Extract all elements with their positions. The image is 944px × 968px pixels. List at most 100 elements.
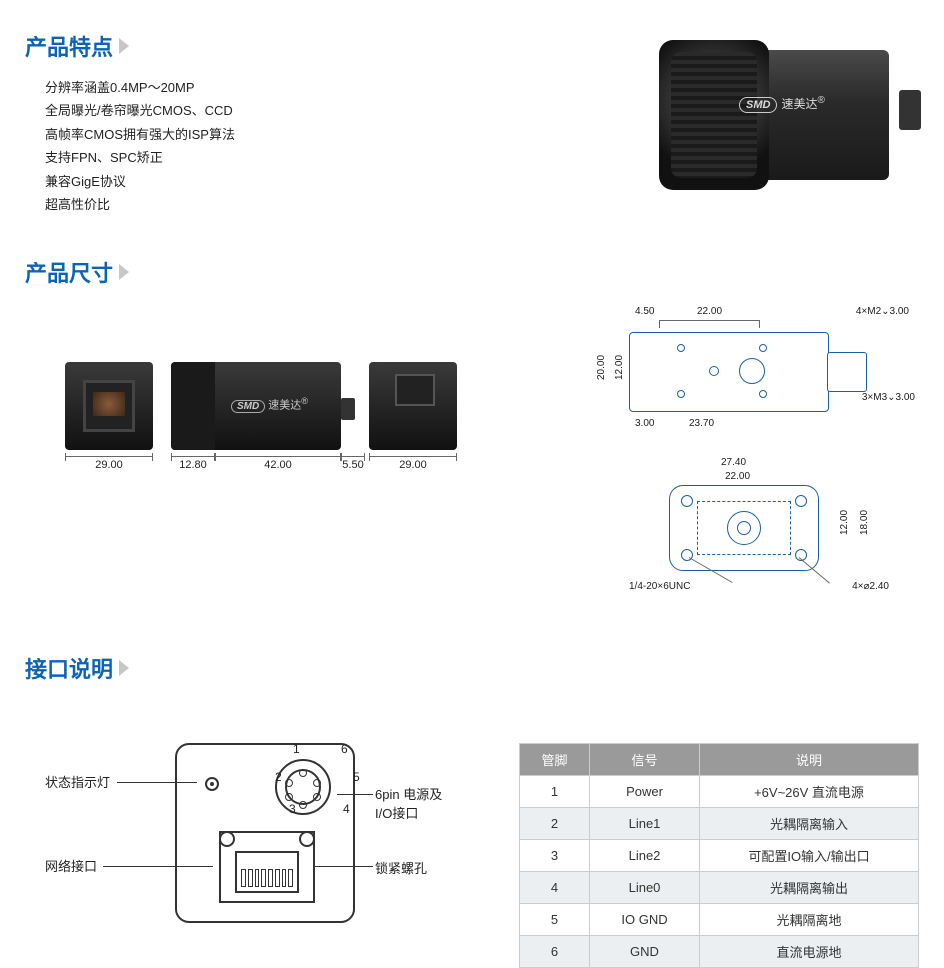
pin-table: 管脚 信号 说明 1Power+6V~26V 直流电源2Line1光耦隔离输入3…: [519, 743, 919, 968]
table-cell: 光耦隔离地: [700, 904, 919, 936]
pin-number: 2: [275, 770, 282, 784]
eng-connector: [827, 352, 867, 392]
table-cell: 可配置IO输入/输出口: [700, 840, 919, 872]
camera-connector: [899, 90, 921, 130]
pin-icon: [299, 769, 307, 777]
camera-lens: [659, 40, 769, 190]
pin-number: 4: [343, 802, 350, 816]
side-view: SMD速美达® 12.80 42.00 5.50: [171, 362, 341, 450]
table-cell: Line2: [590, 840, 700, 872]
table-row: 5IO GND光耦隔离地: [520, 904, 919, 936]
ethernet-port-icon: [219, 831, 315, 903]
table-cell: 1: [520, 776, 590, 808]
table-row: 4Line0光耦隔离输出: [520, 872, 919, 904]
pin-icon: [313, 779, 321, 787]
table-row: 1Power+6V~26V 直流电源: [520, 776, 919, 808]
arrow-icon: [119, 264, 129, 280]
interface-heading: 接口说明: [25, 652, 919, 684]
callout-line: [337, 794, 373, 795]
dim-h: 20.00: [596, 355, 607, 380]
pin-table-body: 1Power+6V~26V 直流电源2Line1光耦隔离输入3Line2可配置I…: [520, 776, 919, 968]
table-row: 2Line1光耦隔离输入: [520, 808, 919, 840]
camera-back-photo: [369, 362, 457, 450]
front-view: 29.00: [65, 362, 153, 450]
brand-logo: SMD: [739, 97, 777, 113]
status-led-icon: [205, 777, 219, 791]
brand-name: 速美达: [781, 97, 817, 111]
pin-number: 3: [289, 802, 296, 816]
pin-icon: [285, 793, 293, 801]
screw-icon: [219, 831, 235, 847]
screw-icon: [299, 831, 315, 847]
table-header-row: 管脚 信号 说明: [520, 744, 919, 776]
dim-side-conn: 5.50: [341, 456, 365, 469]
table-row: 6GND直流电源地: [520, 936, 919, 968]
dimensions-section: 29.00 SMD速美达® 12.80 42.00 5.50 29.00: [25, 302, 919, 602]
interface-heading-text: 接口说明: [25, 652, 113, 684]
dim-back-width: 29.00: [369, 456, 457, 469]
eng-dash: [697, 501, 791, 555]
table-cell: Line1: [590, 808, 700, 840]
table-cell: 3: [520, 840, 590, 872]
six-pin-connector-icon: [275, 759, 331, 815]
dim-bw: 23.70: [689, 418, 714, 429]
rj45-pins: [241, 869, 293, 887]
callout-line: [117, 782, 197, 783]
table-cell: 直流电源地: [700, 936, 919, 968]
table-cell: 6: [520, 936, 590, 968]
callout-line: [103, 866, 213, 867]
label-led: 状态指示灯: [45, 772, 110, 791]
rear-panel: [175, 743, 355, 923]
th-pin: 管脚: [520, 744, 590, 776]
note-m2: 4×M2⌄3.00: [856, 306, 909, 317]
pin-number: 6: [341, 742, 348, 756]
eng-outline: [629, 332, 829, 412]
dimensions-heading: 产品尺寸: [25, 256, 919, 288]
back-view: 29.00: [369, 362, 457, 450]
pin-icon: [299, 801, 307, 809]
dim-lo: 3.00: [635, 418, 654, 429]
pin-number: 1: [293, 742, 300, 756]
table-cell: 光耦隔离输入: [700, 808, 919, 840]
dim-front-width: 29.00: [65, 456, 153, 469]
table-cell: +6V~26V 直流电源: [700, 776, 919, 808]
pin-icon: [285, 779, 293, 787]
label-conn6: 6pin 电源及I/O接口: [375, 784, 455, 822]
arrow-icon: [119, 38, 129, 54]
table-cell: 5: [520, 904, 590, 936]
camera-front-photo: [65, 362, 153, 450]
table-cell: Power: [590, 776, 700, 808]
th-desc: 说明: [700, 744, 919, 776]
side-logo: SMD速美达®: [231, 396, 308, 413]
dim-side-body: 42.00: [215, 456, 341, 469]
dim-ho: 18.00: [859, 510, 870, 535]
interface-diagram: 状态指示灯 网络接口 6pin 电源及I/O接口 锁紧螺孔 1 6 2 5 3 …: [45, 738, 515, 958]
dimensions-heading-text: 产品尺寸: [25, 256, 113, 288]
table-cell: 4: [520, 872, 590, 904]
product-photo-row: 29.00 SMD速美达® 12.80 42.00 5.50 29.00: [65, 362, 457, 450]
camera-side-photo: SMD速美达®: [171, 362, 341, 450]
dim-side-lens: 12.80: [171, 456, 215, 469]
th-signal: 信号: [590, 744, 700, 776]
hero-product-image: SMD速美达®: [629, 20, 909, 200]
side-connector: [341, 398, 355, 420]
features-section: 产品特点 分辨率涵盖0.4MP～20MP 全局曝光/卷帘曝光CMOS、CCD 高…: [25, 30, 919, 216]
table-cell: 2: [520, 808, 590, 840]
table-cell: IO GND: [590, 904, 700, 936]
label-net: 网络接口: [45, 856, 97, 875]
dim-offset: 4.50: [635, 306, 654, 317]
table-row: 3Line2可配置IO输入/输出口: [520, 840, 919, 872]
holes-note: 4×⌀2.40: [852, 581, 889, 592]
table-cell: GND: [590, 936, 700, 968]
arrow-icon: [119, 660, 129, 676]
dim-width: 22.00: [697, 306, 722, 317]
label-screw: 锁紧螺孔: [375, 858, 427, 877]
dim-ow: 27.40: [721, 457, 746, 468]
dim-ih: 12.00: [614, 355, 625, 380]
camera-logo: SMD速美达®: [739, 95, 825, 113]
note-m3: 3×M3⌄3.00: [862, 392, 915, 403]
eng-drawing-bottom: 27.40 22.00 12.00 18.00 1/4-20×6UNC 4×⌀2…: [629, 457, 889, 597]
dim-hi: 12.00: [839, 510, 850, 535]
table-cell: Line0: [590, 872, 700, 904]
dim-iw: 22.00: [725, 471, 750, 482]
